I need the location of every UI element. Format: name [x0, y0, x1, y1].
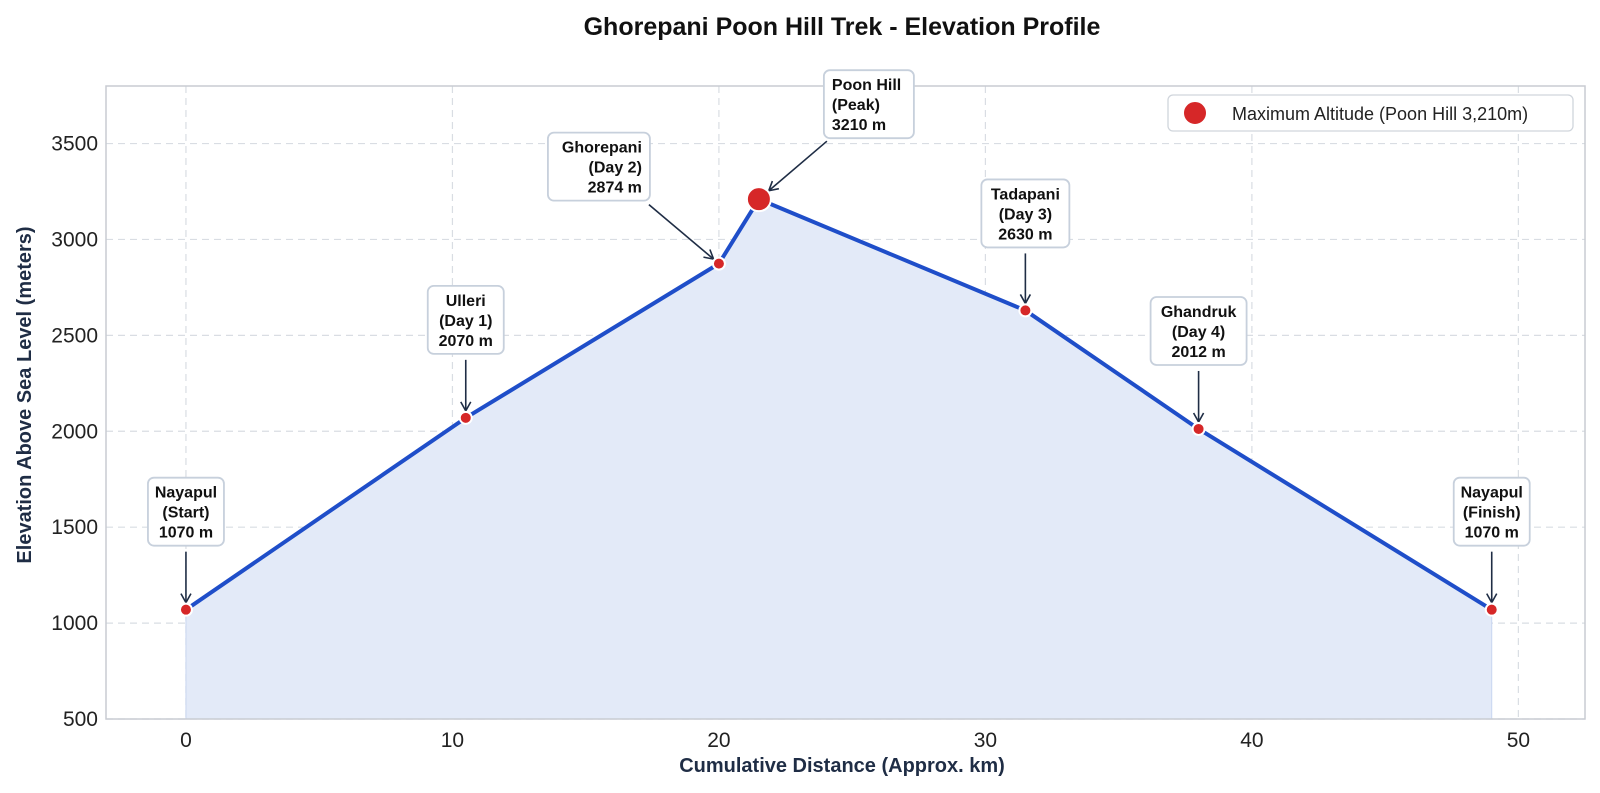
- annotation-box: [1452, 476, 1531, 547]
- y-tick-label: 2500: [51, 324, 98, 347]
- annotation-box: [426, 284, 505, 355]
- annotation-text: Nayapul: [1461, 485, 1523, 502]
- y-tick-label: 1500: [51, 516, 98, 539]
- annotation-box: [547, 131, 651, 202]
- annotation-arrow: [767, 140, 828, 192]
- waypoint-marker: [1484, 602, 1499, 617]
- annotation-text: (Day 2): [589, 160, 642, 177]
- y-tick-label: 3500: [51, 133, 98, 156]
- annotation-box: [147, 476, 225, 547]
- annotation-text: 3210 m: [832, 117, 886, 134]
- annotation-text: Tadapani: [991, 186, 1060, 203]
- markers: [178, 186, 1499, 617]
- x-axis-label: Cumulative Distance (Approx. km): [679, 755, 1005, 777]
- annotation-arrow: [648, 204, 715, 261]
- x-tick-label: 0: [180, 729, 192, 752]
- y-tick-label: 3000: [51, 228, 98, 251]
- annotation-text: Poon Hill: [832, 77, 901, 94]
- x-tick-label: 20: [707, 729, 730, 752]
- annotation-text: 2012 m: [1171, 344, 1225, 361]
- x-tick-label: 30: [974, 729, 997, 752]
- legend-box: [1167, 94, 1574, 132]
- y-tick-label: 2000: [51, 420, 98, 443]
- annotation-text: 1070 m: [159, 525, 213, 542]
- x-tick-label: 10: [441, 729, 464, 752]
- annotation-text: 2874 m: [588, 180, 642, 197]
- x-tick-label: 50: [1507, 729, 1530, 752]
- annotation-text: 2630 m: [998, 226, 1052, 243]
- annotation-text: (Day 1): [439, 313, 492, 330]
- annotation-text: 2070 m: [439, 333, 493, 350]
- x-tick-label: 40: [1240, 729, 1263, 752]
- peak-marker: [745, 186, 772, 213]
- annotation-text: (Day 3): [999, 206, 1052, 223]
- annotation-text: 1070 m: [1465, 525, 1519, 542]
- waypoint-marker: [178, 602, 193, 617]
- legend-marker: [1182, 100, 1208, 126]
- waypoint-marker: [1018, 303, 1033, 318]
- annotation-box: [980, 178, 1071, 249]
- waypoint-marker: [458, 410, 473, 425]
- legend: Maximum Altitude (Poon Hill 3,210m): [1167, 94, 1574, 132]
- y-tick-label: 1000: [51, 612, 98, 635]
- annotation-text: (Start): [162, 505, 209, 522]
- waypoint-marker: [1191, 421, 1206, 436]
- axis-ticks: 0 10 20 30 40 50 500 1000 1500 2000 2500 3000 3500: [51, 133, 1530, 752]
- y-axis-label: Elevation Above Sea Level (meters): [14, 226, 36, 563]
- y-tick-label: 500: [63, 708, 98, 731]
- annotation-text: Nayapul: [155, 485, 217, 502]
- annotation-box: [822, 69, 915, 140]
- annotation-text: (Peak): [832, 97, 880, 114]
- elevation-fill: [185, 198, 1493, 720]
- annotation-text: Ulleri: [446, 293, 486, 310]
- annotation-text: (Day 4): [1172, 324, 1225, 341]
- elevation-area: [184, 197, 1493, 720]
- annotation-box: [1149, 296, 1248, 366]
- annotations: Nayapul (Start) 1070 m Ulleri (Day 1) 2070 m G…: [147, 69, 1531, 605]
- annotation-text: Ghorepani: [562, 140, 642, 157]
- legend-label: Maximum Altitude (Poon Hill 3,210m): [1232, 104, 1528, 124]
- waypoint-marker: [711, 256, 726, 271]
- chart-title: Ghorepani Poon Hill Trek - Elevation Pro…: [584, 13, 1101, 41]
- annotation-text: (Finish): [1463, 505, 1521, 522]
- annotation-text: Ghandruk: [1161, 304, 1237, 321]
